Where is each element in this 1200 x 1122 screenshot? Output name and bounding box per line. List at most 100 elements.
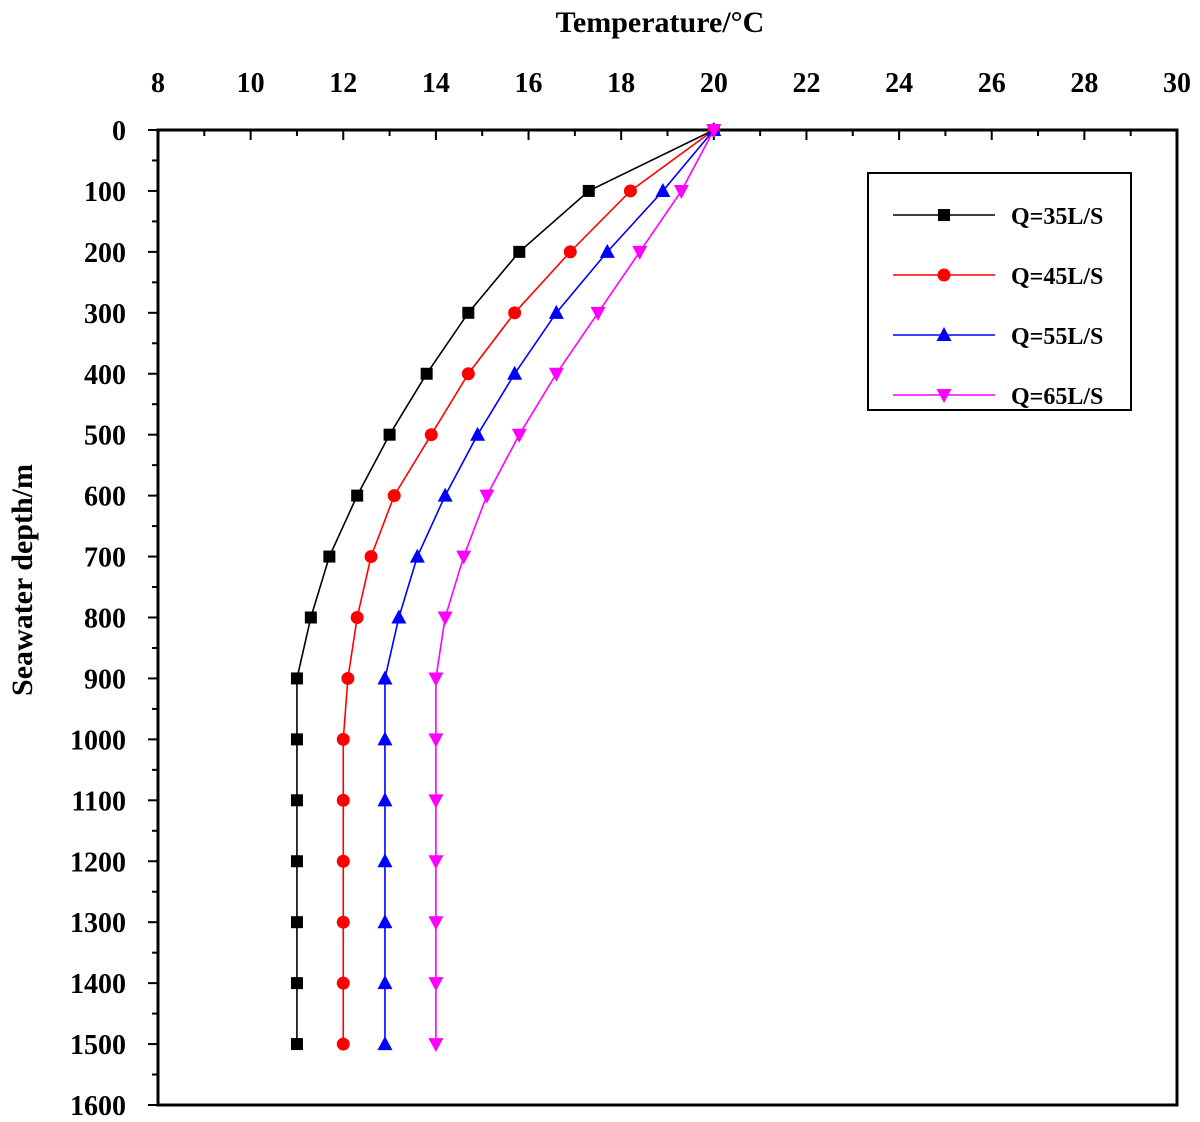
data-point bbox=[290, 977, 303, 990]
x-tick-label: 14 bbox=[422, 68, 450, 99]
data-point bbox=[391, 609, 407, 624]
data-point bbox=[428, 733, 444, 748]
data-point bbox=[420, 367, 433, 380]
legend-marker bbox=[938, 209, 950, 221]
series-1 bbox=[290, 124, 720, 1051]
y-tick-label: 900 bbox=[84, 664, 126, 695]
data-point bbox=[341, 671, 355, 685]
data-point bbox=[377, 853, 393, 868]
data-point bbox=[590, 306, 606, 321]
data-point bbox=[461, 367, 475, 381]
data-point bbox=[336, 976, 350, 990]
data-point bbox=[428, 794, 444, 809]
data-point bbox=[377, 914, 393, 929]
data-point bbox=[350, 611, 364, 624]
data-point bbox=[336, 1037, 350, 1051]
y-tick-label: 400 bbox=[84, 360, 126, 391]
y-tick-label: 1500 bbox=[70, 1030, 126, 1061]
legend-item: Q=65L/S bbox=[893, 384, 1103, 410]
y-tick-label: 100 bbox=[84, 177, 126, 208]
data-point bbox=[290, 733, 303, 746]
data-point bbox=[336, 854, 350, 868]
y-tick-label: 200 bbox=[84, 238, 126, 269]
data-point bbox=[377, 975, 393, 990]
data-point bbox=[428, 916, 444, 931]
data-point bbox=[623, 184, 637, 198]
data-point bbox=[336, 915, 350, 929]
x-tick-label: 8 bbox=[151, 68, 165, 99]
y-tick-labels: 0 100 200 300 400 500 600 700 800 900 1000 1100 1200… bbox=[70, 116, 126, 1122]
data-point bbox=[437, 487, 453, 502]
y-axis-title: Seawater depth/m bbox=[6, 464, 39, 696]
x-tick-label: 22 bbox=[792, 68, 820, 99]
legend-item: Q=35L/S bbox=[893, 204, 1103, 230]
data-point bbox=[428, 672, 444, 687]
y-tick-label: 1600 bbox=[70, 1091, 126, 1122]
y-tick-label: 800 bbox=[84, 604, 126, 635]
series-3 bbox=[377, 122, 722, 1051]
x-tick-label: 26 bbox=[978, 68, 1006, 99]
data-point bbox=[548, 367, 564, 382]
x-tick-label: 24 bbox=[885, 68, 913, 99]
data-point bbox=[563, 245, 577, 259]
x-tick-label: 12 bbox=[329, 68, 357, 99]
y-tick-label: 600 bbox=[84, 482, 126, 513]
legend-box bbox=[867, 172, 1132, 411]
data-point bbox=[364, 550, 378, 564]
legend-label: Q=55L/S bbox=[1011, 324, 1103, 350]
series-line bbox=[342, 129, 715, 1045]
legend-label: Q=65L/S bbox=[1011, 384, 1103, 410]
y-tick-label: 1200 bbox=[70, 847, 126, 878]
legend-item: Q=45L/S bbox=[893, 264, 1103, 290]
legend-marker bbox=[937, 268, 951, 282]
legend-label: Q=35L/S bbox=[1011, 204, 1103, 230]
y-tick-label: 1000 bbox=[70, 725, 126, 756]
data-point bbox=[383, 428, 396, 441]
data-point bbox=[599, 243, 615, 258]
data-point bbox=[377, 731, 393, 746]
data-point bbox=[304, 611, 317, 624]
x-tick-label: 30 bbox=[1163, 68, 1191, 99]
data-point bbox=[673, 184, 689, 199]
data-point bbox=[470, 426, 486, 441]
x-tick-label: 10 bbox=[237, 68, 265, 99]
data-point bbox=[377, 670, 393, 685]
series-layer bbox=[290, 122, 722, 1053]
data-point bbox=[424, 428, 438, 442]
y-tick-label: 300 bbox=[84, 299, 126, 330]
data-point bbox=[323, 550, 336, 563]
data-point bbox=[387, 489, 401, 503]
legend-item: Q=55L/S bbox=[893, 324, 1103, 350]
data-point bbox=[290, 794, 303, 807]
y-tick-label: 1300 bbox=[70, 908, 126, 939]
data-point bbox=[409, 548, 425, 563]
x-tick-label: 16 bbox=[515, 68, 543, 99]
x-tick-label: 28 bbox=[1070, 68, 1098, 99]
legend-label: Q=45L/S bbox=[1011, 264, 1103, 290]
x-tick-label: 20 bbox=[700, 68, 728, 99]
data-point bbox=[428, 977, 444, 992]
legend-marker bbox=[936, 327, 952, 341]
data-point bbox=[511, 428, 527, 443]
data-point bbox=[507, 365, 523, 380]
x-tick-labels: 8 10 12 14 16 18 20 22 24 26 28 30 bbox=[151, 68, 1191, 99]
data-point bbox=[632, 245, 648, 260]
data-point bbox=[290, 672, 303, 685]
data-point bbox=[428, 855, 444, 870]
data-point bbox=[290, 855, 303, 868]
data-point bbox=[428, 1038, 444, 1053]
data-point bbox=[479, 489, 495, 504]
data-point bbox=[437, 611, 453, 626]
data-point bbox=[655, 182, 671, 197]
data-point bbox=[513, 245, 526, 258]
series-2 bbox=[336, 123, 721, 1051]
data-point bbox=[456, 550, 472, 565]
data-point bbox=[548, 304, 564, 319]
legend: Q=35L/S Q=45L/S Q=55L/S Q=65L/S bbox=[867, 172, 1132, 411]
y-tick-label: 1400 bbox=[70, 969, 126, 1000]
series-line bbox=[384, 129, 715, 1045]
data-point bbox=[508, 306, 522, 320]
x-tick-label: 18 bbox=[607, 68, 635, 99]
legend-marker bbox=[936, 389, 952, 403]
